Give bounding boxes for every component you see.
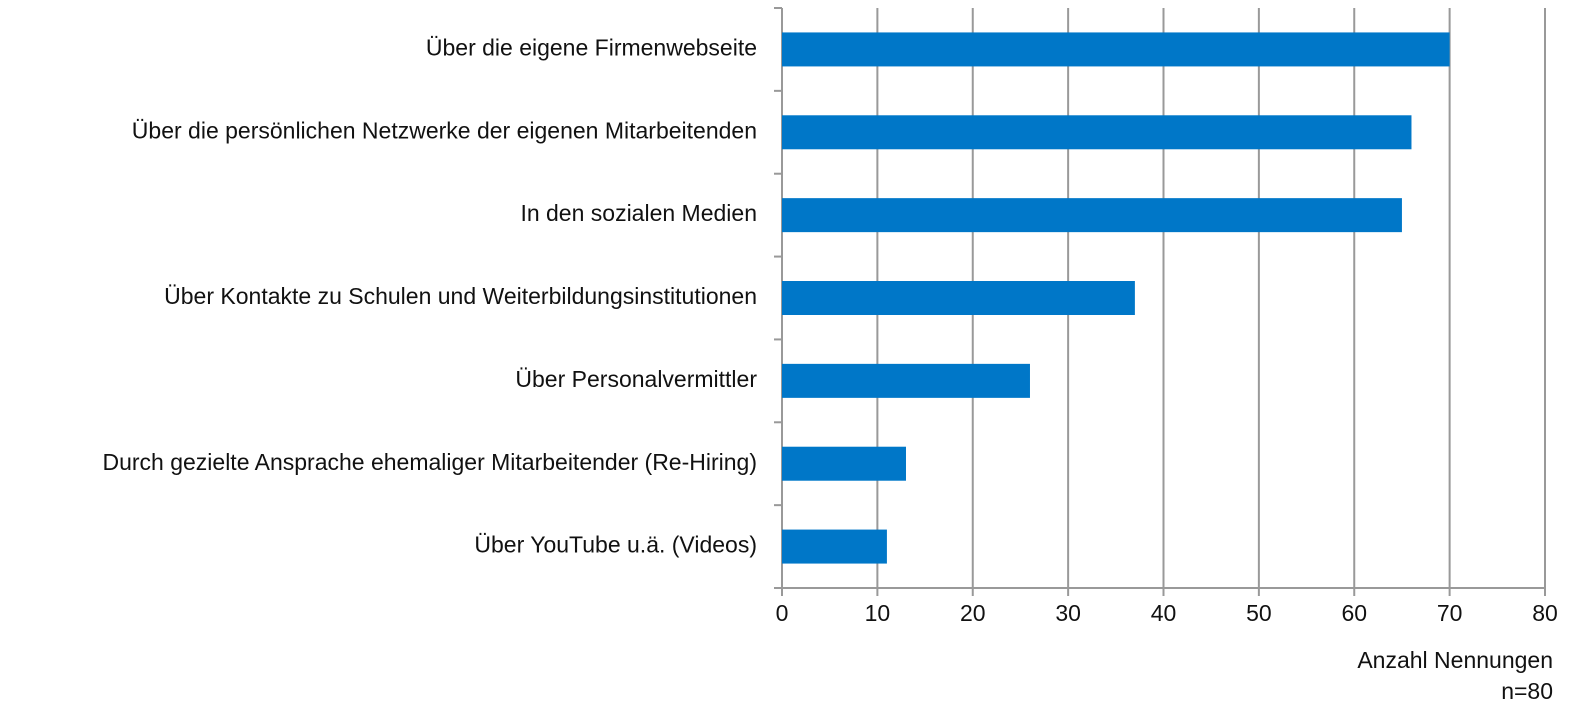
x-axis-label: Anzahl Nennungen — [1357, 647, 1553, 673]
y-tick-label: In den sozialen Medien — [520, 200, 757, 226]
y-tick-label: Über Kontakte zu Schulen und Weiterbildu… — [164, 283, 757, 309]
x-tick-label: 10 — [865, 600, 891, 626]
x-tick-label: 70 — [1437, 600, 1463, 626]
bar — [782, 32, 1450, 67]
bar — [782, 363, 1030, 398]
bar — [782, 529, 887, 564]
x-tick-label: 40 — [1151, 600, 1177, 626]
bar — [782, 446, 906, 481]
x-tick-label: 60 — [1341, 600, 1367, 626]
bar — [782, 115, 1412, 150]
x-tick-label: 20 — [960, 600, 986, 626]
y-tick-label: Über YouTube u.ä. (Videos) — [474, 532, 757, 558]
bar — [782, 281, 1135, 315]
y-tick-label: Über die eigene Firmenwebseite — [426, 35, 757, 61]
x-tick-label: 30 — [1055, 600, 1081, 626]
x-tick-label: 50 — [1246, 600, 1272, 626]
y-tick-label: Über Personalvermittler — [515, 366, 757, 392]
x-tick-label: 0 — [776, 600, 789, 626]
y-tick-label: Durch gezielte Ansprache ehemaliger Mita… — [102, 449, 757, 475]
y-tick-label: Über die persönlichen Netzwerke der eige… — [132, 117, 757, 143]
x-tick-label: 80 — [1532, 600, 1558, 626]
bar — [782, 198, 1402, 233]
note: n=80 — [1501, 678, 1553, 704]
